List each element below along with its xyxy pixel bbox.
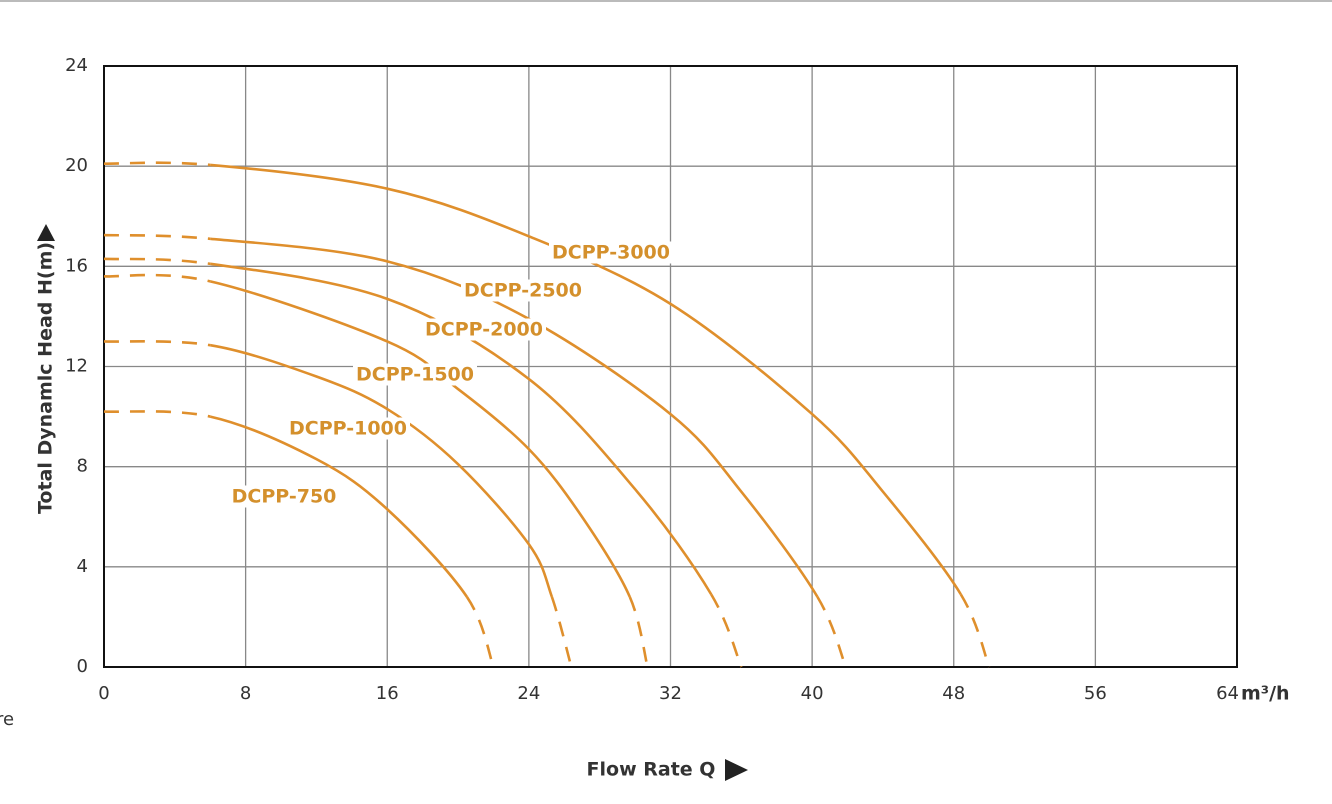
curve-dashed <box>550 596 573 668</box>
curve-dashed <box>103 340 211 347</box>
x-tick-label: 40 <box>801 683 824 704</box>
legend-label-bg <box>549 241 673 264</box>
x-tick-label: 8 <box>240 683 251 704</box>
curve-dashed <box>103 257 211 266</box>
curve-dashed <box>959 593 991 668</box>
y-tick-label: 20 <box>65 155 88 176</box>
curve-dashed <box>103 273 211 283</box>
curve-dashed <box>103 410 211 418</box>
plot-frame <box>103 65 1238 668</box>
legend-label: DCPP-2000 <box>425 319 543 341</box>
x-tick-label: 0 <box>98 683 109 704</box>
curve <box>210 237 819 598</box>
legend-label: DCPP-1000 <box>289 418 407 440</box>
legend-label-bg <box>286 417 410 440</box>
y-tick-label: 12 <box>65 356 88 377</box>
legend-label-bg <box>228 485 340 508</box>
y-tick-label: 16 <box>65 255 88 276</box>
x-tick-label: 24 <box>517 683 540 704</box>
x-unit: m³/h <box>1241 683 1290 705</box>
legend-label-bg <box>422 318 546 341</box>
curve-dashed <box>710 593 743 668</box>
x-axis-arrow <box>725 759 748 781</box>
y-tick-label: 0 <box>77 656 88 677</box>
curve <box>210 343 554 598</box>
curve <box>210 163 962 596</box>
curve <box>210 262 713 596</box>
curve-dashed <box>465 596 495 668</box>
x-tick-label: 64 <box>1216 683 1239 704</box>
legend-label-bg <box>353 363 477 386</box>
curve <box>209 280 631 598</box>
y-tick-label: 24 <box>65 55 88 76</box>
y-tick-label: 4 <box>77 556 88 577</box>
side-text: re <box>0 709 14 730</box>
curve-dashed <box>103 233 211 241</box>
y-axis-label: Total Dynamlc Head H(m) <box>35 242 57 514</box>
curve-dashed <box>103 161 211 167</box>
y-tick-label: 8 <box>77 456 88 477</box>
x-tick-label: 16 <box>376 683 399 704</box>
legend-label: DCPP-3000 <box>552 242 670 264</box>
x-axis-label: Flow Rate Q <box>587 759 716 781</box>
legend-label: DCPP-1500 <box>356 364 474 386</box>
legend-label: DCPP-750 <box>232 486 337 508</box>
legend-label: DCPP-2500 <box>464 280 582 302</box>
curve <box>209 415 468 598</box>
curve-dashed <box>816 596 847 668</box>
y-axis-arrow <box>37 224 55 241</box>
x-tick-label: 48 <box>942 683 965 704</box>
x-tick-label: 32 <box>659 683 682 704</box>
x-tick-label: 56 <box>1084 683 1107 704</box>
legend-label-bg <box>461 279 585 302</box>
curve-dashed <box>628 596 649 668</box>
